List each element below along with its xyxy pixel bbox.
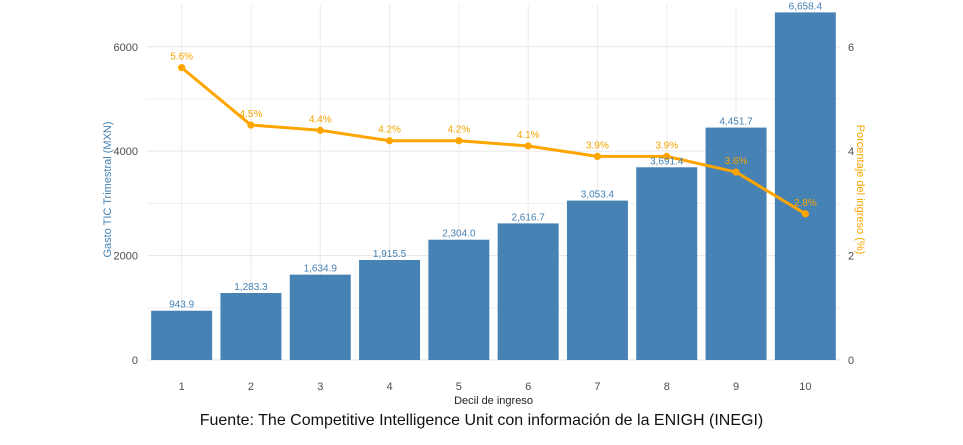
bar-value-label: 6,658.4 — [789, 1, 823, 12]
bar-decile-3 — [289, 274, 351, 360]
percentage-value-label: 2.8% — [794, 198, 817, 209]
bar-value-label: 2,304.0 — [442, 229, 476, 240]
bar-value-label: 1,283.3 — [234, 282, 268, 293]
bar-value-label: 943.9 — [169, 300, 194, 311]
percentage-value-label: 3.9% — [655, 140, 678, 151]
bar-decile-6 — [497, 223, 559, 360]
percentage-point — [247, 121, 255, 129]
y-right-tick-label: 0 — [848, 355, 854, 367]
percentage-point — [801, 210, 809, 218]
data-labels: 943.9 1,283.3 1,634.9 1,915.5 2,304.0 2,616.7… — [169, 1, 822, 310]
y-axis-right-title: Porcentaje del ingreso (%) — [854, 125, 866, 255]
bar-value-label: 3,691.4 — [650, 156, 684, 167]
bar-value-label: 1,634.9 — [304, 264, 338, 275]
x-tick-label: 6 — [525, 381, 531, 393]
bar-value-label: 1,915.5 — [373, 249, 407, 260]
bars — [151, 12, 836, 361]
bar-decile-1 — [151, 310, 213, 360]
percentage-value-label: 5.6% — [170, 52, 193, 63]
percentage-point — [316, 126, 324, 134]
percentage-point — [593, 152, 602, 160]
percentage-point — [663, 152, 671, 160]
percentage-series-line — [180, 66, 807, 216]
y-axis-title: Gasto TIC Trimestral (MXN) — [102, 121, 114, 257]
x-tick-label: 9 — [733, 381, 739, 393]
y-right-tick-label: 6 — [848, 42, 854, 54]
source-note: Fuente: The Competitive Intelligence Uni… — [199, 412, 764, 429]
x-tick-label: 2 — [248, 381, 254, 393]
chart: 943.9 1,283.3 1,634.9 1,915.5 2,304.0 2,616.7… — [102, 1, 866, 407]
percentage-value-label: 4.4% — [309, 114, 332, 125]
bar-decile-5 — [428, 239, 490, 360]
percentage-point — [732, 168, 740, 176]
y-tick-label: 6000 — [114, 42, 138, 54]
y-right-tick-label: 4 — [848, 146, 854, 158]
bar-value-label: 2,616.7 — [511, 212, 545, 223]
x-tick-label: 7 — [594, 381, 600, 393]
y-tick-label: 0 — [132, 355, 138, 367]
x-tick-label: 4 — [386, 381, 392, 393]
percentage-point — [385, 137, 394, 145]
percentage-value-label: 4.2% — [378, 125, 401, 136]
x-tick-label: 3 — [317, 381, 323, 393]
y-right-tick-label: 2 — [848, 251, 854, 263]
percentage-line — [178, 64, 809, 218]
x-tick-label: 8 — [664, 381, 670, 393]
bar-decile-10 — [774, 12, 836, 360]
x-tick-label: 10 — [799, 381, 811, 393]
bar-value-label: 4,451.7 — [719, 117, 753, 128]
bar-decile-8 — [636, 167, 698, 360]
percentage-value-label: 4.1% — [517, 130, 540, 141]
y-tick-label: 2000 — [114, 251, 138, 263]
bar-decile-2 — [220, 293, 282, 360]
bar-decile-7 — [566, 200, 628, 360]
percentage-point — [524, 142, 532, 150]
x-tick-label: 5 — [456, 381, 462, 393]
y-tick-label: 4000 — [114, 146, 138, 158]
percentage-value-label: 3.9% — [586, 140, 609, 151]
percentage-value-label: 4.2% — [447, 125, 470, 136]
x-axis-title: Decil de ingreso — [454, 395, 533, 407]
axes: 0 2000 4000 6000 0 2 4 6 1 2 3 4 5 6 7 8 9 10 — [114, 42, 855, 393]
percentage-value-label: 4.5% — [240, 109, 263, 120]
bar-decile-4 — [359, 259, 421, 360]
x-tick-label: 1 — [179, 381, 185, 393]
percentage-point — [455, 137, 463, 145]
percentage-point — [178, 64, 186, 72]
percentage-value-label: 3.6% — [725, 156, 748, 167]
bar-value-label: 3,053.4 — [581, 190, 615, 201]
